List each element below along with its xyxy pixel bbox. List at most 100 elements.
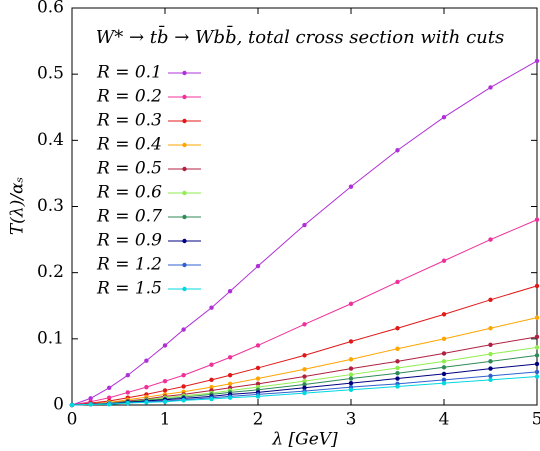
- data-point: [227, 373, 233, 378]
- data-point: [534, 369, 540, 375]
- data-point: [441, 380, 447, 386]
- series-line: [71, 317, 538, 406]
- data-point: [162, 388, 168, 393]
- data-point: [227, 395, 233, 400]
- legend-marker: [182, 118, 187, 124]
- data-point: [395, 384, 400, 389]
- legend-label: R = 0.1: [96, 63, 162, 83]
- data-point: [395, 346, 400, 351]
- data-point: [255, 381, 261, 387]
- data-point: [107, 402, 112, 407]
- data-point: [395, 365, 400, 371]
- x-tick-label: 2: [253, 410, 264, 430]
- data-point: [534, 58, 540, 64]
- legend-marker: [182, 166, 187, 172]
- chart-title: W* → tb̄ → Wbb̄, total cross section wit…: [96, 24, 505, 48]
- data-point: [348, 380, 354, 386]
- legend-label: R = 0.7: [96, 207, 162, 227]
- legend-marker: [182, 70, 187, 76]
- data-point: [488, 85, 493, 90]
- data-point: [395, 371, 400, 376]
- data-point: [255, 343, 261, 348]
- data-point: [348, 366, 354, 371]
- y-tick-label: 0.4: [37, 130, 64, 150]
- data-point: [162, 378, 168, 384]
- data-point: [209, 396, 214, 402]
- data-point: [125, 390, 130, 395]
- data-point: [441, 351, 447, 356]
- y-tick-label: 0.6: [37, 0, 64, 18]
- data-point: [534, 334, 540, 340]
- data-point: [144, 384, 149, 390]
- data-point: [441, 312, 447, 317]
- data-point: [69, 402, 75, 408]
- data-point: [395, 376, 400, 381]
- data-point: [181, 398, 186, 403]
- legend-marker: [182, 238, 187, 244]
- data-point: [255, 263, 261, 269]
- legend-label: R = 0.5: [96, 159, 162, 179]
- data-point: [441, 377, 447, 383]
- data-point: [534, 283, 540, 289]
- data-point: [534, 315, 540, 320]
- series-line: [71, 60, 538, 406]
- data-point: [255, 365, 261, 371]
- data-point: [534, 374, 540, 379]
- data-point: [144, 400, 149, 405]
- data-point: [395, 359, 400, 364]
- data-point: [255, 376, 261, 381]
- data-point: [302, 390, 307, 396]
- data-point: [302, 378, 307, 384]
- data-point: [107, 385, 112, 390]
- data-point: [227, 288, 233, 294]
- data-point: [302, 382, 307, 387]
- data-point: [181, 384, 186, 389]
- data-point: [302, 353, 307, 358]
- data-point: [488, 342, 493, 347]
- data-point: [209, 377, 214, 383]
- legend-label: R = 0.4: [96, 135, 162, 155]
- data-point: [441, 114, 447, 120]
- x-tick-label: 3: [346, 410, 357, 430]
- data-point: [395, 326, 400, 331]
- data-point: [348, 376, 354, 381]
- x-tick-label: 5: [532, 410, 540, 430]
- legend-label: R = 0.2: [96, 87, 162, 107]
- x-tick-label: 0: [67, 410, 78, 430]
- data-point: [441, 336, 447, 342]
- legend-label: R = 0.6: [96, 183, 162, 203]
- x-axis-label: λ [GeV]: [271, 430, 338, 450]
- legend-marker: [182, 214, 187, 220]
- data-point: [534, 345, 540, 350]
- data-point: [534, 217, 540, 222]
- data-point: [88, 402, 93, 407]
- data-point: [441, 258, 447, 263]
- data-point: [302, 322, 307, 327]
- data-point: [488, 237, 493, 242]
- data-point: [348, 301, 354, 306]
- data-point: [488, 377, 493, 383]
- data-point: [534, 361, 540, 367]
- legend-marker: [182, 94, 187, 100]
- y-tick-label: 0.2: [37, 262, 64, 282]
- legend-label: R = 0.9: [96, 231, 162, 251]
- data-point: [395, 148, 400, 153]
- data-point: [488, 359, 493, 364]
- x-tick-label: 1: [160, 410, 171, 430]
- data-point: [181, 373, 186, 378]
- y-tick-label: 0: [53, 395, 64, 415]
- data-point: [302, 374, 307, 379]
- data-point: [125, 373, 130, 378]
- legend-marker: [182, 286, 187, 292]
- data-point: [488, 373, 493, 379]
- legend-marker: [182, 262, 187, 268]
- legend-label: R = 0.3: [96, 111, 162, 131]
- data-point: [88, 396, 93, 401]
- data-point: [209, 362, 214, 367]
- data-point: [209, 305, 214, 310]
- data-point: [181, 327, 186, 332]
- data-point: [162, 399, 168, 404]
- legend-marker: [182, 142, 187, 148]
- data-point: [488, 297, 493, 302]
